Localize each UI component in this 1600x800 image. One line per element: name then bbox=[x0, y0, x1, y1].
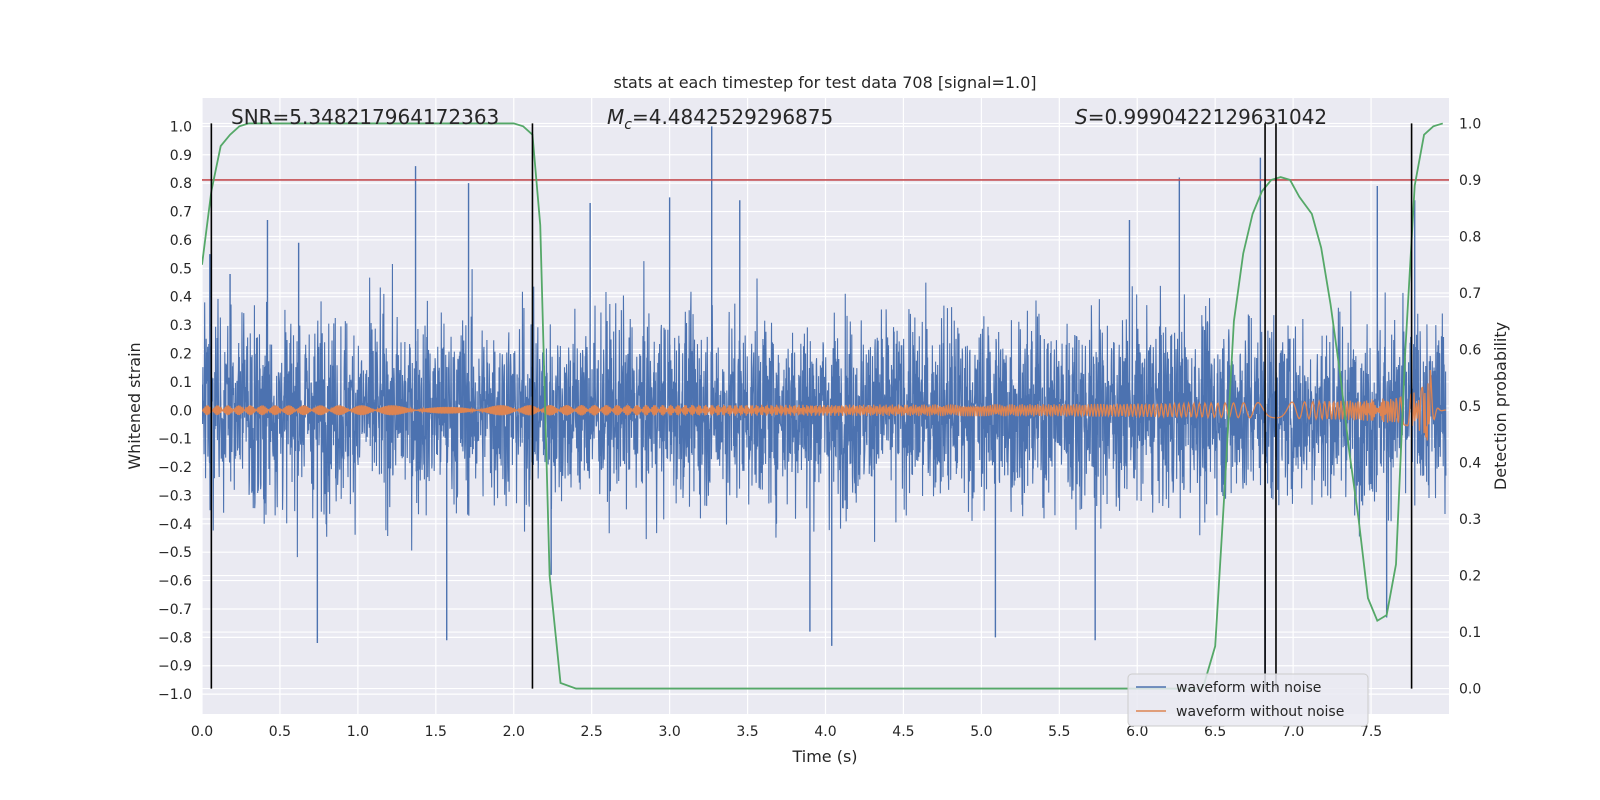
y-tick-label: −0.7 bbox=[158, 602, 192, 618]
chart-title: stats at each timestep for test data 708… bbox=[613, 73, 1036, 92]
y-tick-label: 1.0 bbox=[170, 119, 192, 135]
legend-box bbox=[1127, 673, 1369, 727]
y-tick-label: −0.8 bbox=[158, 630, 192, 646]
y2-tick-label: 0.4 bbox=[1459, 456, 1481, 472]
x-tick-labels: 0.0 0.5 1.0 1.5 2.0 2.5 3.0 3.5 4.0 4.5 5.0 5.5 6.0 6… bbox=[191, 724, 1382, 740]
x-tick-label: 7.0 bbox=[1282, 724, 1304, 740]
legend-label-noise: waveform with noise bbox=[1176, 680, 1321, 696]
y-tick-label: 0.4 bbox=[170, 290, 192, 306]
series-waveform-without-noise bbox=[202, 369, 1446, 441]
mc-subscript: c bbox=[624, 117, 632, 133]
x-tick-label: 4.0 bbox=[814, 724, 836, 740]
x-tick-label: 5.5 bbox=[1048, 724, 1070, 740]
x-tick-label: 7.5 bbox=[1360, 724, 1382, 740]
y-tick-label: −0.9 bbox=[158, 659, 192, 675]
legend-label-clean: waveform without noise bbox=[1176, 704, 1344, 720]
x-tick-label: 2.5 bbox=[581, 724, 603, 740]
mc-symbol: M bbox=[607, 105, 624, 129]
snr-annotation: SNR=5.348217964172363 bbox=[231, 105, 499, 129]
mc-annotation: Mc=4.4842529296875 bbox=[607, 105, 833, 133]
y-tick-label: 0.6 bbox=[170, 233, 192, 249]
x-tick-label: 1.0 bbox=[347, 724, 369, 740]
x-tick-label: 6.5 bbox=[1204, 724, 1226, 740]
y-tick-label: 0.9 bbox=[170, 148, 192, 164]
y-tick-label: 0.2 bbox=[170, 346, 192, 362]
y2-tick-label: 0.2 bbox=[1459, 569, 1481, 585]
y2-tick-label: 0.8 bbox=[1459, 229, 1481, 245]
x-tick-label: 0.0 bbox=[191, 724, 213, 740]
x-tick-label: 1.5 bbox=[425, 724, 447, 740]
y-tick-label: −0.1 bbox=[158, 432, 192, 448]
mc-value: =4.4842529296875 bbox=[632, 105, 833, 129]
y2-axis-title: Detection probability bbox=[1491, 322, 1510, 490]
y2-tick-labels: 1.0 0.9 0.8 0.7 0.6 0.5 0.4 0.3 0.2 0.1 0.0 bbox=[1459, 116, 1481, 697]
y-tick-label: 0.8 bbox=[170, 176, 192, 192]
y-tick-label: −0.2 bbox=[158, 460, 192, 476]
y-tick-label: −0.6 bbox=[158, 574, 192, 590]
y-tick-label: 0.7 bbox=[170, 205, 192, 221]
y2-tick-label: 0.0 bbox=[1459, 682, 1481, 698]
y2-tick-label: 0.1 bbox=[1459, 625, 1481, 641]
y-tick-label: −0.5 bbox=[158, 545, 192, 561]
legend: waveform with noise waveform without noi… bbox=[1127, 673, 1369, 727]
y-tick-label: 0.1 bbox=[170, 375, 192, 391]
y-tick-label: −0.3 bbox=[158, 488, 192, 504]
y-tick-label: −0.4 bbox=[158, 517, 192, 533]
y-tick-label: 0.0 bbox=[170, 403, 192, 419]
s-symbol: S bbox=[1075, 105, 1088, 129]
y2-tick-label: 0.7 bbox=[1459, 286, 1481, 302]
x-tick-label: 3.0 bbox=[658, 724, 680, 740]
y-axis-title: Whitened strain bbox=[125, 342, 144, 469]
vertical-lines bbox=[210, 123, 1413, 689]
x-tick-label: 3.5 bbox=[736, 724, 758, 740]
y-tick-label: 0.3 bbox=[170, 318, 192, 334]
y-tick-label: 0.5 bbox=[170, 261, 192, 277]
y2-tick-label: 0.5 bbox=[1459, 399, 1481, 415]
x-axis-title: Time (s) bbox=[791, 747, 857, 766]
y2-tick-label: 0.6 bbox=[1459, 342, 1481, 358]
x-tick-label: 4.5 bbox=[892, 724, 914, 740]
s-annotation: S=0.9990422129631042 bbox=[1075, 105, 1327, 129]
x-tick-label: 5.0 bbox=[970, 724, 992, 740]
x-tick-label: 6.0 bbox=[1126, 724, 1148, 740]
y-tick-label: −1.0 bbox=[158, 687, 192, 703]
y2-tick-label: 1.0 bbox=[1459, 116, 1481, 132]
series-waveform-with-noise bbox=[202, 261, 1447, 558]
x-tick-label: 0.5 bbox=[269, 724, 291, 740]
x-tick-label: 2.0 bbox=[503, 724, 525, 740]
y2-tick-label: 0.3 bbox=[1459, 512, 1481, 528]
s-value: =0.9990422129631042 bbox=[1088, 105, 1327, 129]
y-tick-labels: 1.0 0.9 0.8 0.7 0.6 0.5 0.4 0.3 0.2 0.1 0.0 −0.1 −0.… bbox=[158, 119, 192, 703]
y2-tick-label: 0.9 bbox=[1459, 173, 1481, 189]
